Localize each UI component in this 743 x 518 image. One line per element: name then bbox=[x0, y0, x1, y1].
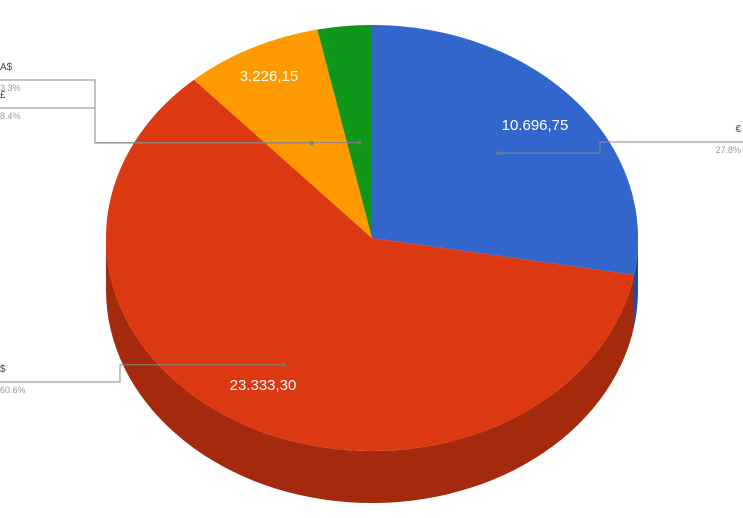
slice-percent-label-1: 60.6% bbox=[0, 385, 26, 395]
slice-name-label-2: £ bbox=[0, 90, 6, 101]
pie-side-1 bbox=[106, 238, 634, 504]
slice-name-label-1: $ bbox=[0, 364, 6, 375]
leader-line-1 bbox=[0, 364, 285, 383]
slice-value-label-1: 23.333,30 bbox=[230, 377, 297, 394]
leader-line-3 bbox=[0, 79, 360, 144]
slice-name-label-3: A$ bbox=[0, 62, 13, 73]
pie-slices bbox=[106, 25, 639, 451]
pie-sides bbox=[106, 238, 638, 504]
pie-slice-0 bbox=[372, 25, 639, 275]
slice-labels: €27.8% 10.696,75 $60.6% 23.333,30 £8.4% 3.226… bbox=[0, 62, 741, 395]
pie-side-0 bbox=[633, 238, 638, 327]
leader-dot-1 bbox=[282, 362, 287, 367]
slice-percent-label-0: 27.8% bbox=[715, 145, 741, 155]
slice-name-label-0: € bbox=[735, 124, 741, 135]
pie-slice-2 bbox=[193, 29, 372, 238]
slice-percent-label-3: 3.3% bbox=[0, 83, 21, 93]
slice-value-label-2: 3.226,15 bbox=[240, 68, 298, 85]
slice-value-label-0: 10.696,75 bbox=[502, 117, 569, 134]
pie-slice-1 bbox=[106, 79, 634, 451]
slice-percent-label-2: 8.4% bbox=[0, 111, 21, 121]
leader-line-0 bbox=[498, 141, 743, 154]
pie-slice-3 bbox=[317, 25, 372, 238]
leader-dot-3 bbox=[357, 140, 362, 145]
leader-dot-0 bbox=[496, 151, 501, 156]
leader-lines bbox=[0, 79, 743, 383]
